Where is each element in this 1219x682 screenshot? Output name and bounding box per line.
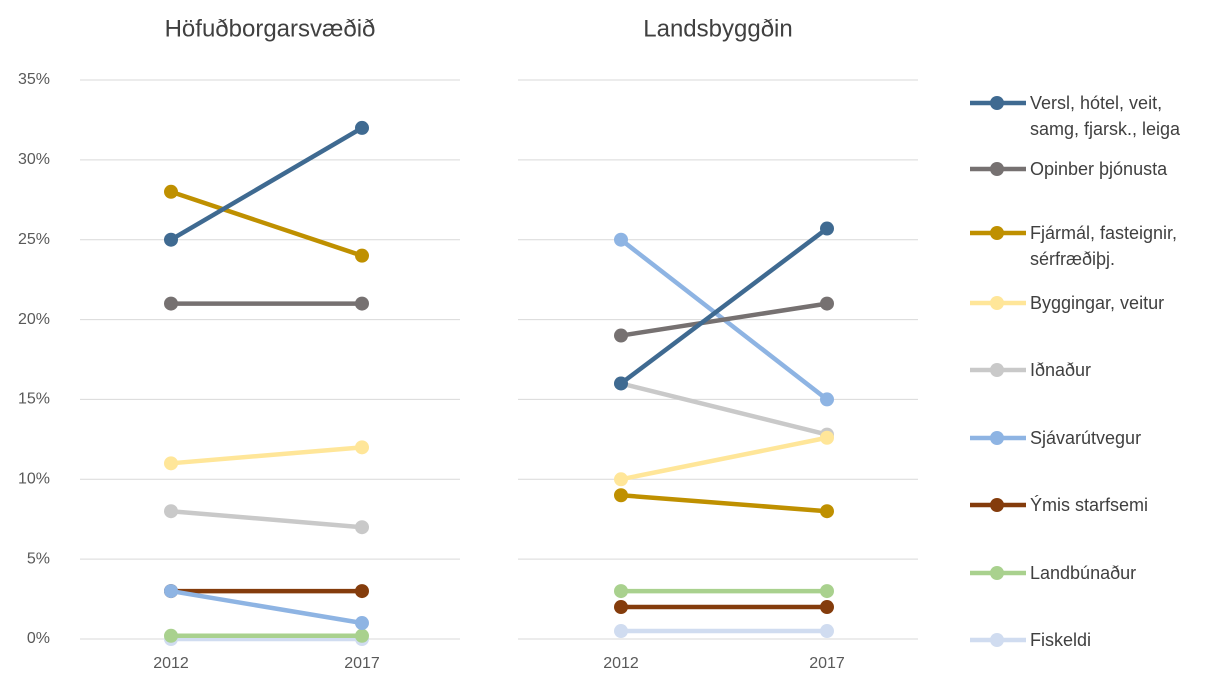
- point: [820, 221, 834, 236]
- legend-label: Versl, hótel, veit, samg, fjarsk., leiga: [1030, 93, 1181, 139]
- legend-marker: [990, 226, 1004, 240]
- legend-marker: [990, 498, 1004, 512]
- legend-label: Opinber þjónusta: [1030, 159, 1168, 179]
- legend-label: Ýmis starfsemi: [1030, 495, 1149, 515]
- legend-label: Sjávarútvegur: [1030, 428, 1142, 448]
- series-line: [170, 445, 363, 466]
- series-line: [170, 189, 363, 258]
- legend-marker: [990, 162, 1004, 176]
- point: [164, 184, 178, 199]
- legend-marker: [990, 363, 1004, 377]
- point: [164, 628, 178, 643]
- legend-marker: [990, 566, 1004, 580]
- point: [164, 504, 178, 519]
- legend-label: Byggingar, veitur: [1030, 293, 1165, 313]
- y-tick-label: 20%: [18, 311, 50, 328]
- y-tick-label: 25%: [18, 231, 50, 248]
- y-tick-label: 35%: [18, 71, 50, 88]
- point: [164, 232, 178, 247]
- legend-marker: [990, 431, 1004, 445]
- series-line: [620, 435, 828, 482]
- y-tick-label: 10%: [18, 471, 50, 488]
- point: [614, 472, 628, 487]
- legend-label: Iðnaður: [1030, 360, 1092, 380]
- point: [355, 248, 369, 263]
- point: [355, 120, 369, 135]
- point: [614, 488, 628, 503]
- point: [355, 616, 369, 631]
- series-line: [620, 301, 828, 338]
- point: [355, 584, 369, 599]
- legend-marker: [990, 96, 1004, 110]
- point: [614, 600, 628, 615]
- legend-label: Fjármál, fasteignir, sérfræðiþj.: [1030, 223, 1178, 269]
- point: [820, 584, 834, 599]
- y-tick-label: 15%: [18, 391, 50, 408]
- point: [820, 504, 834, 519]
- point: [820, 600, 834, 615]
- y-tick-label: 30%: [18, 151, 50, 168]
- point: [355, 296, 369, 311]
- series-line: [619, 226, 829, 386]
- x-tick-label: 2012: [603, 655, 639, 672]
- y-tick-label: 5%: [27, 550, 50, 567]
- point: [164, 296, 178, 311]
- point: [355, 520, 369, 535]
- series-line: [169, 125, 364, 242]
- point: [614, 624, 628, 639]
- point: [614, 376, 628, 391]
- point: [614, 232, 628, 247]
- point: [614, 328, 628, 343]
- series-line: [620, 493, 828, 514]
- legend-marker: [990, 633, 1004, 647]
- legend-label: Fiskeldi: [1030, 630, 1092, 650]
- point: [614, 584, 628, 599]
- x-tick-label: 2017: [344, 655, 380, 672]
- chart-title: Höfuðborgarsvæðið: [165, 15, 376, 42]
- y-tick-label: 0%: [27, 630, 50, 647]
- point: [820, 392, 834, 407]
- x-tick-label: 2017: [809, 655, 845, 672]
- point: [820, 296, 834, 311]
- point: [355, 440, 369, 455]
- legend-marker: [990, 296, 1004, 310]
- series-line: [170, 508, 363, 530]
- legend-label: Landbúnaður: [1030, 563, 1137, 583]
- x-tick-label: 2012: [153, 655, 189, 672]
- point: [820, 430, 834, 445]
- series-line: [620, 381, 828, 437]
- point: [164, 456, 178, 471]
- chart-title: Landsbyggðin: [643, 15, 792, 42]
- point: [820, 624, 834, 639]
- series-line: [170, 588, 363, 626]
- point: [355, 628, 369, 643]
- point: [164, 584, 178, 599]
